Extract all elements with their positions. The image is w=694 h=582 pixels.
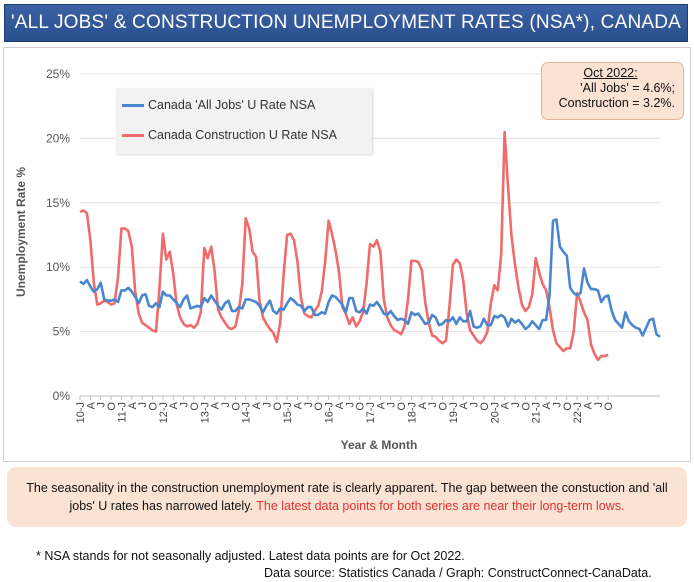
x-tick-label: J (469, 402, 481, 408)
x-tick-label: O (313, 402, 325, 411)
x-tick-label: A (334, 401, 346, 409)
x-tick-label: A (251, 401, 263, 409)
x-tick-label: O (396, 402, 408, 411)
latest-values-callout: Oct 2022: 'All Jobs' = 4.6%; Constructio… (541, 62, 684, 120)
x-tick-label: O (272, 402, 284, 411)
y-tick-label: 20% (46, 131, 70, 145)
x-tick-label: 10-J (75, 402, 87, 423)
x-tick-label: J (510, 402, 522, 408)
callout-heading: Oct 2022: (583, 66, 638, 80)
legend-item-all-jobs: Canada 'All Jobs' U Rate NSA (116, 98, 315, 112)
commentary-text: The seasonality in the construction unem… (26, 481, 668, 513)
commentary-box: The seasonality in the construction unem… (7, 467, 687, 527)
x-tick-label: 12-J (158, 402, 170, 423)
y-tick-label: 25% (46, 67, 70, 81)
x-tick-label: J (386, 402, 398, 408)
x-tick-label: O (189, 402, 201, 411)
chart-title-bar: 'ALL JOBS' & CONSTRUCTION UNEMPLOYMENT R… (4, 4, 688, 42)
y-tick-label: 10% (46, 260, 70, 274)
y-tick-label: 5% (53, 325, 71, 339)
callout-all-jobs: 'All Jobs' = 4.6%; (580, 81, 675, 95)
x-tick-label: A (127, 401, 139, 409)
x-tick-label: J (179, 402, 191, 408)
x-tick-label: J (344, 402, 356, 408)
y-tick-label: 0% (53, 389, 71, 403)
x-tick-label: O (230, 402, 242, 411)
x-tick-label: A (85, 401, 97, 409)
x-tick-label: A (541, 401, 553, 409)
x-tick-label: 16-J (324, 402, 336, 423)
x-tick-label: J (261, 402, 273, 408)
commentary-highlight: The latest data points for both series a… (253, 499, 625, 513)
legend-label-construction: Canada Construction U Rate NSA (148, 128, 337, 142)
x-tick-label: 15-J (282, 402, 294, 423)
x-tick-label: O (479, 402, 491, 411)
x-tick-label: J (220, 402, 232, 408)
x-tick-label: O (603, 402, 615, 411)
source-credit: Data source: Statistics Canada / Graph: … (264, 566, 652, 580)
x-tick-label: J (137, 402, 149, 408)
x-tick-label: A (375, 401, 387, 409)
x-tick-label: A (210, 401, 222, 409)
x-tick-label: 11-J (116, 402, 128, 423)
x-tick-label: 21-J (531, 402, 543, 423)
x-tick-label: 19-J (448, 402, 460, 423)
callout-construction: Construction = 3.2%. (558, 96, 675, 110)
x-tick-label: O (148, 402, 160, 411)
x-tick-label: J (551, 402, 563, 408)
y-tick-label: 15% (46, 196, 70, 210)
legend-swatch-all-jobs (122, 103, 144, 107)
x-tick-label: J (427, 402, 439, 408)
series-layer (79, 130, 661, 362)
y-axis-label: Unemployment Rate % (14, 167, 28, 297)
x-tick-labels: 10-JAJO11-JAJO12-JAJO13-JAJO14-JAJO15-JA… (75, 401, 615, 423)
legend-swatch-construction (122, 133, 144, 137)
x-tick-label: A (500, 401, 512, 409)
x-tick-label: A (458, 401, 470, 409)
x-tick-label: 20-J (489, 402, 501, 423)
x-tick-label: 17-J (365, 402, 377, 423)
x-tick-label: J (593, 402, 605, 408)
x-tick-label: O (562, 402, 574, 411)
x-tick-label: J (96, 402, 108, 408)
legend: Canada 'All Jobs' U Rate NSA Canada Cons… (116, 88, 372, 154)
x-tick-label: A (417, 401, 429, 409)
x-tick-label: 22-J (572, 402, 584, 423)
x-tick-label: O (355, 402, 367, 411)
x-tick-label: O (520, 402, 532, 411)
x-tick-label: A (583, 401, 595, 409)
x-tick-label: A (293, 401, 305, 409)
x-tick-label: 14-J (241, 402, 253, 423)
x-tick-label: 18-J (406, 402, 418, 423)
x-tick-label: J (303, 402, 315, 408)
legend-item-construction: Canada Construction U Rate NSA (116, 128, 337, 142)
chart-title: 'ALL JOBS' & CONSTRUCTION UNEMPLOYMENT R… (10, 12, 682, 33)
x-tick-label: O (438, 402, 450, 411)
series-line-all-jobs (79, 218, 661, 338)
x-tick-label: 13-J (199, 402, 211, 423)
legend-label-all-jobs: Canada 'All Jobs' U Rate NSA (148, 98, 316, 112)
y-tick-labels: 0% 5% 10% 15% 20% 25% (46, 67, 70, 403)
x-tick-label: O (106, 402, 118, 411)
footnote: * NSA stands for not seasonally adjusted… (36, 549, 465, 563)
x-tick-label: A (168, 401, 180, 409)
x-axis-label: Year & Month (341, 438, 418, 452)
